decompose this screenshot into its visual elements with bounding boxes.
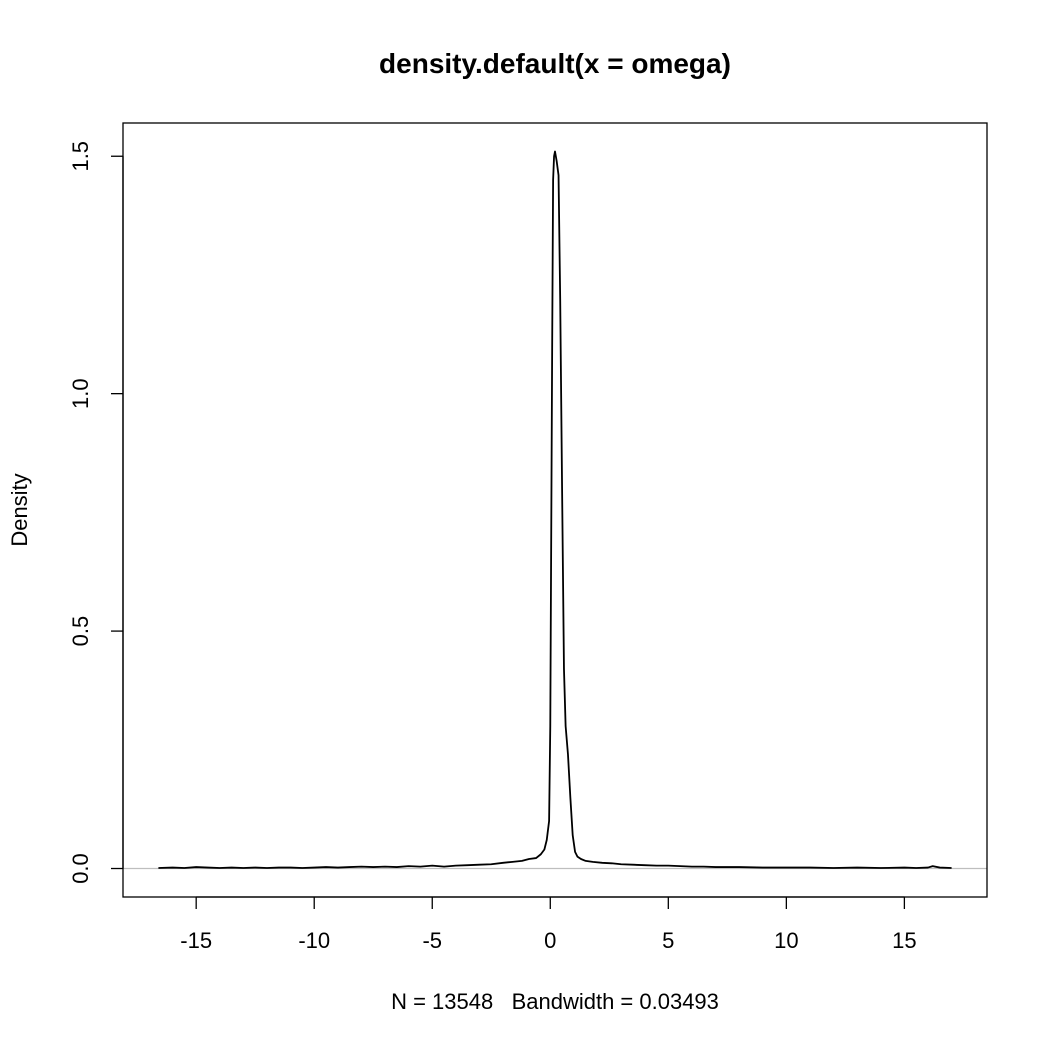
x-axis: -15 -10 -5 0 5 10 15	[180, 896, 917, 953]
density-line	[158, 150, 952, 869]
y-tick-label: 1.0	[68, 378, 93, 409]
y-tick-label: 0.0	[68, 853, 93, 884]
x-tick-label: 0	[544, 928, 556, 953]
y-axis-label: Density	[7, 473, 32, 546]
chart-title: density.default(x = omega)	[379, 48, 731, 79]
y-tick-label: 1.5	[68, 141, 93, 172]
y-axis: 0.0 0.5 1.0 1.5	[68, 141, 124, 884]
x-tick-label: -15	[180, 928, 212, 953]
x-tick-label: 15	[892, 928, 916, 953]
x-tick-label: 10	[774, 928, 798, 953]
plot-frame	[122, 122, 988, 898]
x-axis-label: N = 13548 Bandwidth = 0.03493	[391, 989, 719, 1014]
y-tick-label: 0.5	[68, 616, 93, 647]
x-tick-label: 5	[662, 928, 674, 953]
x-tick-label: -10	[298, 928, 330, 953]
x-tick-label: -5	[422, 928, 442, 953]
